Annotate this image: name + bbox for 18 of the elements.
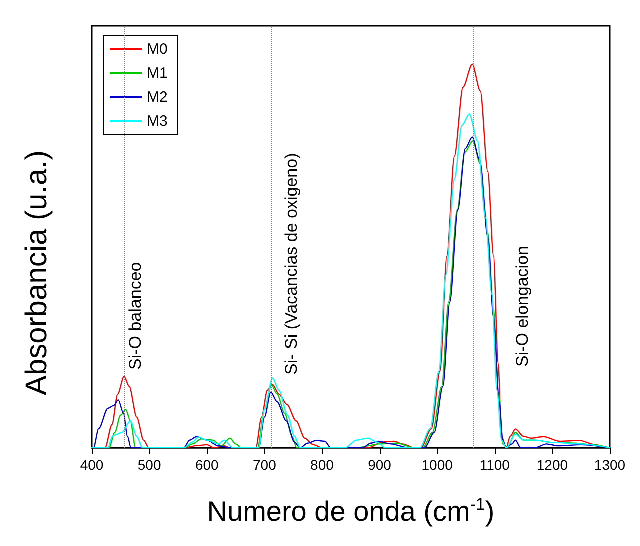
x-tick-label: 1300 — [594, 457, 626, 473]
legend-label: M3 — [147, 113, 168, 130]
x-tick-label: 400 — [80, 457, 104, 473]
legend-label: M2 — [147, 89, 168, 106]
x-tick-label: 1100 — [480, 457, 510, 473]
x-tick-label: 1200 — [536, 457, 568, 473]
annotation: Si-O elongacion — [513, 246, 532, 367]
x-tick-label: 1000 — [422, 457, 454, 473]
x-tick-label: 800 — [310, 457, 334, 473]
x-tick-label: 500 — [138, 457, 162, 473]
x-tick-label: 600 — [195, 457, 220, 473]
annotation: Si-O balanceo — [126, 262, 145, 370]
annotation: Si- Si (Vacancias de oxigeno) — [282, 153, 301, 375]
x-tick-label: 700 — [252, 457, 277, 473]
y-axis-title: Absorbancia (u.a.) — [20, 150, 54, 396]
legend-label: M0 — [147, 41, 168, 58]
legend-label: M1 — [147, 65, 168, 82]
x-tick-label: 900 — [368, 457, 392, 473]
